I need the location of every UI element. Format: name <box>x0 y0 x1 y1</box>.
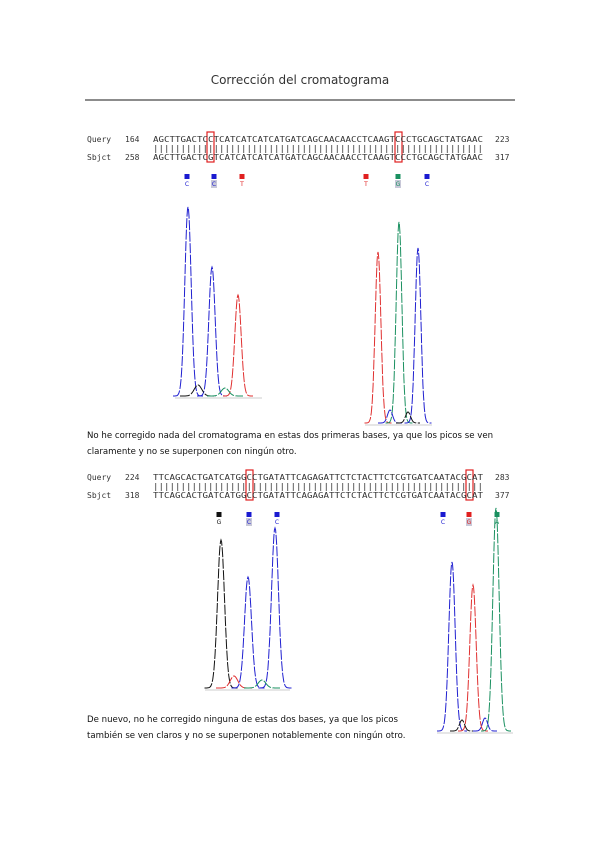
base-call: C <box>275 519 279 526</box>
trace <box>458 583 488 732</box>
call-marker <box>466 512 472 517</box>
base-call: C <box>441 519 445 526</box>
call-marker <box>440 512 446 517</box>
trace <box>173 206 203 397</box>
call-shade <box>246 518 252 526</box>
row-start: 224 <box>125 473 140 482</box>
base-call: C <box>212 181 216 188</box>
call-shade <box>466 518 472 526</box>
trace <box>396 411 420 424</box>
base-call: C <box>185 181 189 188</box>
base-call: T <box>239 181 244 188</box>
trace <box>207 387 243 397</box>
base-call: G <box>396 181 401 188</box>
call-shade <box>395 180 401 188</box>
row-end: 377 <box>495 491 510 500</box>
sequence: TTCAGCACTGATCATGGCCTGATATTCAGAGATTCTCTAC… <box>153 473 483 482</box>
highlight-box <box>206 131 215 163</box>
row-start: 258 <box>125 153 140 162</box>
call-marker <box>246 512 252 517</box>
call-marker <box>395 174 401 179</box>
trace <box>481 507 511 732</box>
base-call: C <box>247 519 251 526</box>
trace <box>473 717 497 732</box>
row-label: Query <box>87 135 111 144</box>
trace <box>258 526 292 689</box>
trace <box>231 575 265 689</box>
sequence: AGCTTGACTCCTCATCATCATCATGATCAGCAACAACCTC… <box>153 135 483 144</box>
trace <box>197 265 227 397</box>
paragraph-line: No he corregido nada del cromatograma en… <box>87 431 493 441</box>
row-label: Sbjct <box>87 491 111 500</box>
paragraph-line: claramente y no se superponen con ningún… <box>87 447 297 457</box>
row-label: Query <box>87 473 111 482</box>
trace <box>216 675 252 689</box>
trace <box>204 538 238 689</box>
row-end: 283 <box>495 473 510 482</box>
base-call: C <box>425 181 429 188</box>
call-marker <box>363 174 369 179</box>
call-marker <box>274 512 280 517</box>
call-shade <box>211 180 217 188</box>
highlight-box <box>245 469 254 501</box>
trace <box>244 679 280 689</box>
highlight-box <box>394 131 403 163</box>
base-call: T <box>363 181 368 188</box>
call-marker <box>239 174 245 179</box>
sequence: TTCAGCACTGATCATGGCCTGATATTCAGAGATTCTCTAC… <box>153 491 483 500</box>
call-marker <box>184 174 190 179</box>
trace <box>364 251 392 424</box>
row-end: 317 <box>495 153 510 162</box>
row-start: 164 <box>125 135 140 144</box>
base-call: G <box>467 519 472 526</box>
title: Corrección del cromatograma <box>211 73 390 87</box>
call-marker <box>424 174 430 179</box>
paragraph-line: De nuevo, no he corregido ninguna de est… <box>87 715 399 725</box>
highlight-box <box>465 469 474 501</box>
call-marker <box>216 512 222 517</box>
match-line: ||||||||||||||||||||||||||||||||||||||||… <box>153 482 483 491</box>
row-label: Sbjct <box>87 153 111 162</box>
trace <box>404 247 432 424</box>
trace <box>450 719 474 732</box>
match-line: ||||||||||||||||||||||||||||||||||||||||… <box>153 144 483 153</box>
sequence: AGCTTGACTCGTCATCATCATCATGATCAGCAACAACCTC… <box>153 153 483 162</box>
call-marker <box>211 174 217 179</box>
base-call: G <box>217 519 222 526</box>
row-end: 223 <box>495 135 510 144</box>
paragraph-line: también se ven claros y no se superponen… <box>87 730 405 741</box>
row-start: 318 <box>125 491 140 500</box>
trace <box>437 561 467 732</box>
trace <box>223 293 253 397</box>
trace <box>385 221 413 424</box>
